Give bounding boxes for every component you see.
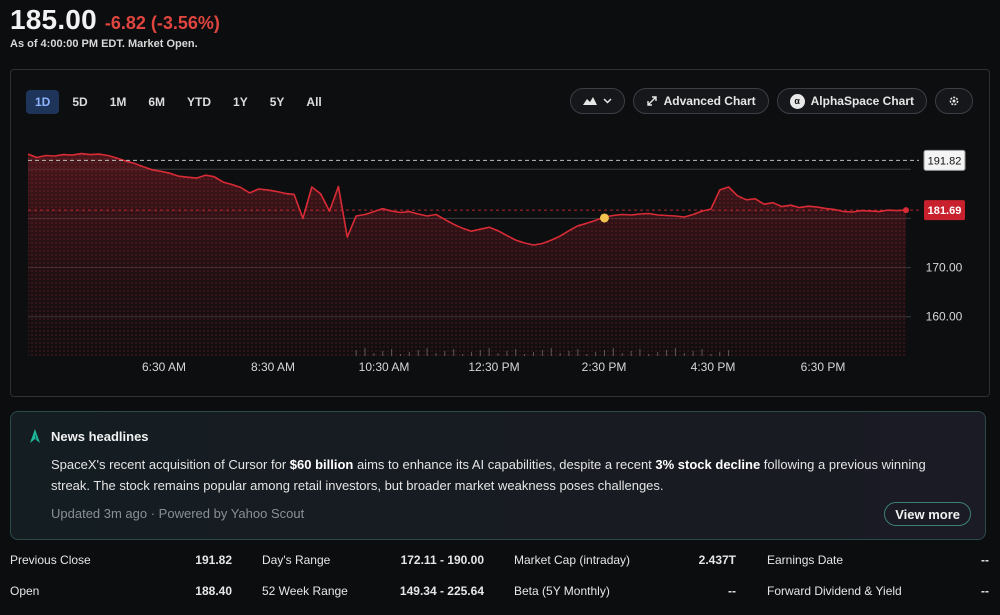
- stat-label: Beta (5Y Monthly): [514, 584, 610, 598]
- x-tick-label: 6:30 PM: [801, 360, 846, 374]
- range-button-5d[interactable]: 5D: [72, 95, 88, 109]
- stat-value: 2.437T: [698, 553, 736, 567]
- news-text: following a previous winning streak. The…: [51, 457, 926, 493]
- stat-value: 172.11 - 190.00: [400, 553, 484, 567]
- news-highlight: $60 billion: [289, 457, 354, 472]
- current-price-dot: [903, 207, 909, 214]
- x-tick-label: 4:30 PM: [691, 360, 736, 374]
- y-tick-label: 160.00: [926, 310, 963, 324]
- price-change: -6.82 (-3.56%): [105, 13, 220, 34]
- range-selector: 1D 5D 1M 6M YTD 1Y 5Y All: [26, 90, 331, 114]
- stat-label: Market Cap (intraday): [514, 553, 631, 567]
- current-price-badge: [924, 200, 965, 221]
- hover-marker: [599, 213, 609, 223]
- stats-row: Open 188.40 52 Week Range 149.34 - 225.64 Be…: [10, 584, 990, 615]
- view-more-button[interactable]: View more: [884, 502, 971, 526]
- chart-tools: Advanced Chart α AlphaSpace Chart: [569, 88, 973, 114]
- advanced-chart-button[interactable]: Advanced Chart: [632, 88, 769, 114]
- alphaspace-chart-label: AlphaSpace Chart: [810, 94, 914, 108]
- y-tick-label: 170.00: [926, 261, 963, 275]
- mountain-icon: [582, 97, 597, 105]
- stat-label: Day's Range: [262, 553, 331, 567]
- current-price-label: 181.69: [928, 205, 962, 217]
- alphaspace-logo-icon: α: [789, 93, 805, 109]
- as-of-timestamp: As of 4:00:00 PM EDT. Market Open.: [10, 38, 198, 50]
- chart-settings-button[interactable]: [935, 88, 973, 114]
- previous-close-label: 191.82: [928, 155, 962, 167]
- range-button-all[interactable]: All: [306, 95, 322, 109]
- chart-type-dropdown[interactable]: [569, 88, 625, 114]
- x-tick-label: 12:30 PM: [468, 360, 519, 374]
- range-button-1y[interactable]: 1Y: [233, 95, 248, 109]
- advanced-chart-label: Advanced Chart: [663, 94, 756, 108]
- quote-statistics: Previous Close 191.82 Day's Range 172.11 - …: [10, 553, 990, 615]
- range-button-1m[interactable]: 1M: [109, 95, 127, 109]
- stat-value: --: [981, 553, 989, 567]
- range-button-6m[interactable]: 6M: [148, 95, 166, 109]
- price-chart[interactable]: 191.82 181.69 170.00 160.00 6:30 AM 8:30 AM 10…: [11, 70, 989, 396]
- stats-row: Previous Close 191.82 Day's Range 172.11 - …: [10, 553, 990, 584]
- price-line: [27, 152, 907, 246]
- stat-label: Previous Close: [10, 553, 91, 567]
- stat-value: --: [728, 584, 736, 598]
- news-title: News headlines: [51, 428, 149, 444]
- expand-icon: [646, 96, 657, 106]
- price-area-texture: [28, 153, 906, 356]
- news-headlines-card: News headlines SpaceX's recent acquisiti…: [10, 411, 986, 540]
- range-button-1d[interactable]: 1D: [26, 90, 60, 114]
- price-change-value: -6.82: [104, 13, 146, 33]
- alphaspace-chart-button[interactable]: α AlphaSpace Chart: [776, 88, 927, 114]
- quote-header: 185.00 -6.82 (-3.56%) As of 4:00:00 PM E…: [10, 4, 220, 50]
- x-tick-label: 10:30 AM: [359, 360, 410, 374]
- range-button-5y[interactable]: 5Y: [269, 95, 285, 109]
- stat-value: --: [981, 584, 989, 598]
- news-text: SpaceX's recent acquisition of Cursor fo…: [51, 457, 290, 472]
- previous-close-badge: [923, 149, 966, 171]
- news-footer: Updated 3m ago · Powered by Yahoo Scout: [51, 506, 305, 521]
- stat-label: 52 Week Range: [262, 584, 348, 598]
- stat-value: 191.82: [195, 553, 232, 567]
- gear-icon: [949, 96, 959, 106]
- stat-label: Open: [10, 584, 40, 598]
- x-tick-label: 8:30 AM: [251, 360, 295, 374]
- stat-value: 188.40: [195, 584, 232, 598]
- range-button-ytd[interactable]: YTD: [187, 95, 212, 109]
- news-highlight: 3% stock decline: [655, 457, 761, 472]
- chart-panel: 191.82 181.69 170.00 160.00 6:30 AM 8:30 AM 10…: [10, 69, 990, 397]
- x-tick-label: 2:30 PM: [582, 360, 627, 374]
- chevron-down-icon: [603, 98, 612, 104]
- stat-label: Forward Dividend & Yield: [767, 584, 902, 598]
- price-change-percent: (-3.56%): [150, 13, 220, 33]
- x-tick-label: 6:30 AM: [142, 360, 186, 374]
- current-price: 185.00: [10, 4, 97, 35]
- news-summary: SpaceX's recent acquisition of Cursor fo…: [51, 454, 961, 496]
- sparkle-icon: [30, 429, 40, 443]
- stat-value: 149.34 - 225.64: [399, 584, 484, 598]
- stat-label: Earnings Date: [767, 553, 844, 567]
- news-text: aims to enhance its AI capabilities, des…: [353, 457, 656, 472]
